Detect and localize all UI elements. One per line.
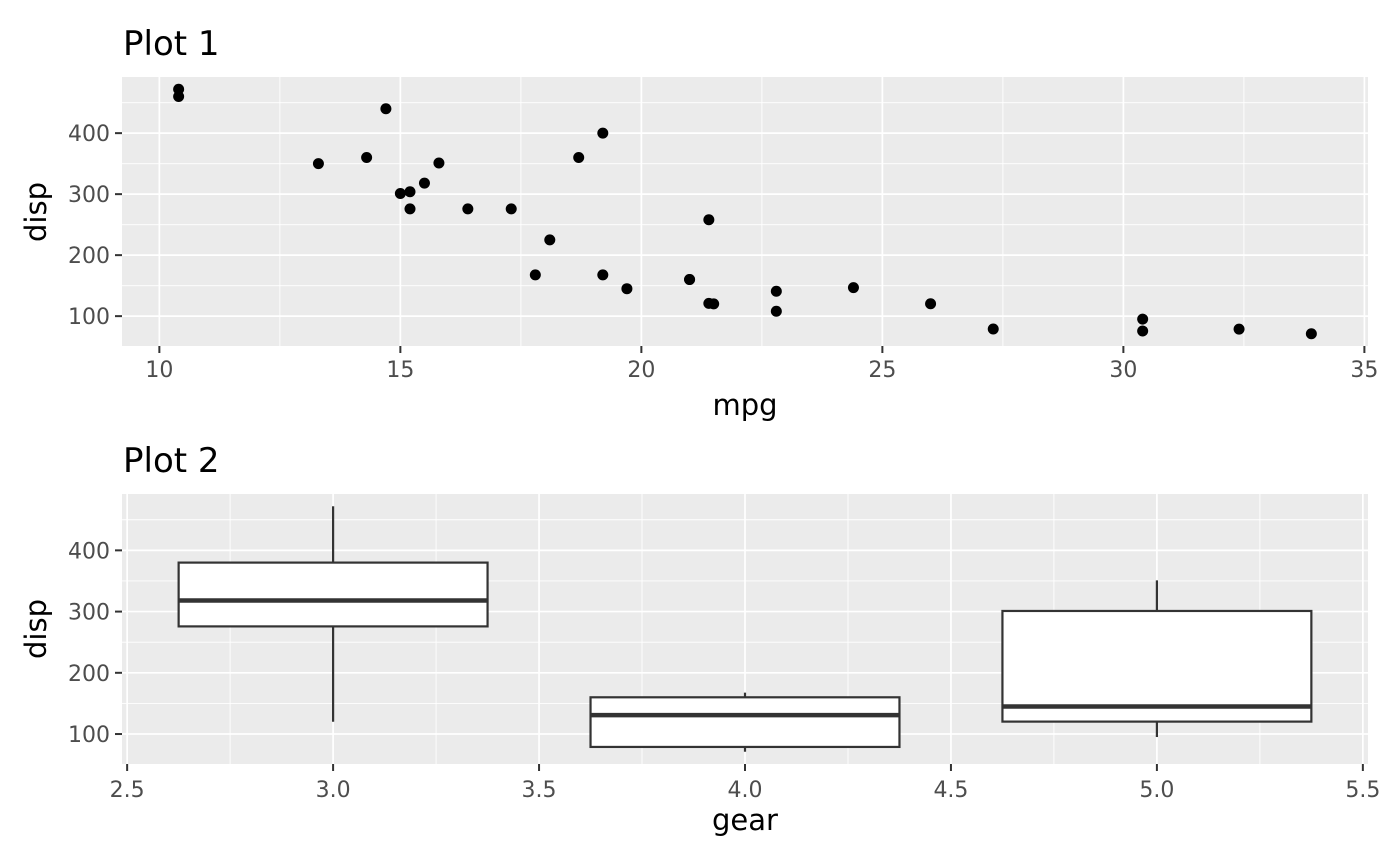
x-tick-label: 5.5 <box>1345 778 1380 803</box>
data-point <box>573 152 585 164</box>
data-point <box>1137 325 1149 337</box>
plot1-x-axis-title: mpg <box>712 388 777 422</box>
data-point <box>987 323 999 335</box>
x-tick-label: 2.5 <box>110 778 145 803</box>
x-tick-label: 5.0 <box>1139 778 1174 803</box>
data-point <box>1305 328 1317 340</box>
data-point <box>433 157 445 169</box>
x-tick-label: 3.5 <box>522 778 557 803</box>
plot2-panel-layer: 2.5 3.0 3.5 4.0 4.5 5.0 5.5 100 200 300 400 <box>68 494 1380 803</box>
data-point <box>394 188 406 200</box>
x-tick-label: 3.0 <box>316 778 351 803</box>
data-point <box>529 269 541 281</box>
y-tick-label: 300 <box>68 183 110 208</box>
x-tick-label: 10 <box>145 358 173 383</box>
y-tick-label: 100 <box>68 723 110 748</box>
plot1-figure: 10 15 20 25 30 35 100 200 300 400 Plot 1 mpg disp <box>19 24 1378 422</box>
plot2-chart: 2.5 3.0 3.5 4.0 4.5 5.0 5.5 100 200 300 400 Plot 2… <box>19 441 1380 837</box>
data-point <box>312 158 324 170</box>
x-tick-label: 25 <box>868 358 896 383</box>
plot2-title: Plot 2 <box>123 441 220 481</box>
plot1-chart: 10 15 20 25 30 35 100 200 300 400 Plot 1 mpg disp <box>19 24 1378 422</box>
data-point <box>173 91 185 103</box>
data-point <box>684 274 696 286</box>
y-tick-label: 100 <box>68 305 110 330</box>
data-point <box>770 285 782 297</box>
plot2-x-axis-title: gear <box>712 803 778 837</box>
plot1-y-axis-title: disp <box>19 182 53 242</box>
x-tick-label: 35 <box>1350 358 1378 383</box>
plot2-y-axis-title: disp <box>19 599 53 659</box>
x-tick-label: 15 <box>386 358 414 383</box>
x-tick-label: 20 <box>627 358 655 383</box>
x-tick-label: 4.0 <box>728 778 763 803</box>
plot1-panel-layer: 10 15 20 25 30 35 100 200 300 400 <box>68 77 1378 383</box>
box <box>1001 609 1313 723</box>
data-point <box>597 269 609 281</box>
data-point <box>703 214 715 226</box>
data-point <box>847 282 859 294</box>
y-tick-label: 300 <box>68 601 110 626</box>
data-point <box>404 186 416 198</box>
y-tick-label: 400 <box>68 122 110 147</box>
data-point <box>1137 313 1149 325</box>
data-point <box>380 103 392 115</box>
x-tick-label: 4.5 <box>933 778 968 803</box>
data-point <box>925 298 937 310</box>
data-point <box>404 203 416 215</box>
data-point <box>418 177 430 189</box>
panel-background <box>122 77 1368 346</box>
box <box>177 561 489 628</box>
data-point <box>1233 323 1245 335</box>
plot2-figure: 2.5 3.0 3.5 4.0 4.5 5.0 5.5 100 200 300 400 Plot 2… <box>0 433 1400 865</box>
data-point <box>703 297 715 309</box>
data-point <box>597 127 609 139</box>
data-point <box>462 203 474 215</box>
data-point <box>361 152 373 164</box>
x-tick-label: 30 <box>1109 358 1137 383</box>
y-tick-label: 200 <box>68 662 110 687</box>
data-point <box>544 234 556 246</box>
data-point <box>770 305 782 317</box>
box <box>589 696 901 749</box>
data-point <box>621 283 633 295</box>
plot1-title: Plot 1 <box>123 24 220 64</box>
data-point <box>505 203 517 215</box>
y-tick-label: 400 <box>68 539 110 564</box>
y-tick-label: 200 <box>68 244 110 269</box>
